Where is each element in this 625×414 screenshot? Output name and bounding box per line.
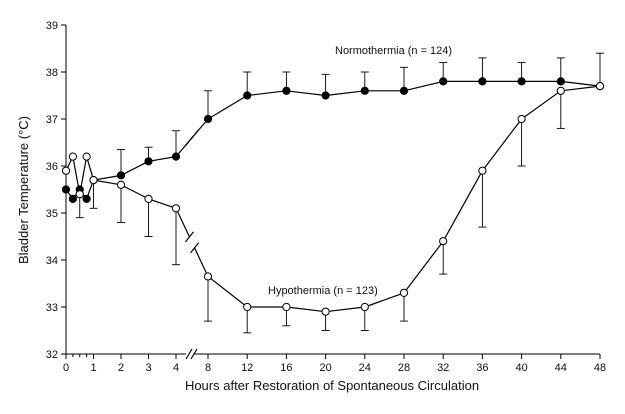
x-tick-label: 32	[437, 362, 449, 374]
hypothermia-line-segment	[207, 275, 248, 308]
hypothermia-data-point	[203, 272, 213, 281]
normothermia-line-segment	[120, 160, 149, 176]
hypothermia-line-segment	[120, 184, 149, 200]
x-tick-label: 8	[205, 362, 211, 374]
hypothermia-data-point	[82, 152, 91, 161]
x-tick-label: 48	[594, 362, 606, 374]
y-tick-label: 35	[46, 208, 58, 220]
hypothermia-data-point	[478, 166, 487, 175]
hypothermia-data-point	[360, 302, 369, 312]
hypothermia-data-point	[171, 204, 181, 213]
series-lines	[65, 80, 601, 313]
x-tick-label: 12	[241, 362, 253, 374]
hypothermia-data-point	[282, 302, 291, 312]
normothermia-data-point	[203, 114, 213, 124]
normothermia-data-point	[282, 86, 291, 95]
x-axis-break-mark	[190, 348, 198, 360]
hypothermia-data-point	[144, 194, 153, 203]
x-tick-label: 44	[555, 362, 567, 374]
normothermia-line-segment	[148, 156, 177, 162]
y-tick-label: 36	[46, 161, 58, 173]
normothermia-line-segment	[286, 90, 326, 97]
hypothermia-line-segment	[325, 306, 365, 313]
x-tick-label: 20	[319, 362, 331, 374]
normothermia-data-point	[61, 185, 71, 194]
hypothermia-data-point	[61, 166, 71, 175]
hypothermia-data-point	[517, 114, 526, 124]
hypothermia-data-point	[321, 307, 330, 316]
y-tick-label: 37	[46, 114, 58, 126]
hypothermia-line-segment	[403, 240, 444, 294]
normothermia-data-point	[144, 157, 153, 166]
hypothermia-break-mark	[190, 242, 200, 254]
hypothermia-line-segment	[364, 292, 405, 308]
error-bars	[75, 52, 604, 334]
x-tick-label: 2	[118, 362, 124, 374]
y-tick-label: 34	[46, 255, 58, 267]
x-tick-label: 24	[359, 362, 371, 374]
x-axis-break-mark	[185, 348, 193, 360]
normothermia-data-point	[399, 86, 409, 95]
normothermia-data-point	[68, 194, 77, 203]
hypothermia-data-point	[595, 82, 605, 91]
hypothermia-data-point	[243, 302, 252, 312]
normothermia-data-point	[517, 77, 526, 86]
hypothermia-data-point	[116, 180, 126, 189]
normothermia-line-segment	[207, 94, 248, 120]
normothermia-data-point	[171, 152, 181, 161]
normothermia-line-segment	[325, 90, 365, 97]
y-tick-label: 33	[46, 302, 58, 314]
hypothermia-line-segment	[286, 306, 326, 313]
y-tick-label: 39	[46, 20, 58, 32]
normothermia-line-segment	[93, 174, 122, 181]
normothermia-data-point	[478, 77, 487, 86]
normothermia-data-point	[321, 91, 330, 100]
hypothermia-break-mark	[184, 231, 194, 243]
data-markers	[61, 77, 605, 316]
x-tick-label: 1	[90, 362, 96, 374]
normothermia-data-point	[439, 77, 448, 86]
y-tick-label: 38	[46, 67, 58, 79]
hypothermia-data-point	[439, 237, 448, 246]
x-tick-label: 4	[173, 362, 179, 374]
y-axis-label: Bladder Temperature (°C)	[16, 116, 31, 264]
x-axis-label: Hours after Restoration of Spontaneous C…	[185, 378, 479, 393]
hypothermia-line-segment	[148, 198, 177, 209]
x-tick-label: 40	[515, 362, 527, 374]
normothermia-data-point	[556, 77, 565, 86]
x-tick-label: 28	[398, 362, 410, 374]
y-tick-label: 32	[46, 349, 58, 361]
hypothermia-line-segment	[521, 90, 562, 120]
normothermia-line-segment	[560, 80, 601, 87]
hypothermia-data-point	[556, 86, 565, 95]
hypothermia-data-point	[399, 288, 409, 297]
x-tick-label: 3	[145, 362, 151, 374]
hypothermia-line-segment	[175, 208, 190, 238]
normothermia-data-point	[243, 91, 252, 100]
hypothermia-line-segment	[560, 85, 601, 92]
normothermia-data-point	[116, 171, 126, 180]
hypothermia-line-segment	[93, 179, 122, 186]
hypothermia-data-point	[68, 152, 77, 161]
hypothermia-line-segment	[442, 170, 483, 242]
x-tick-label: 0	[63, 362, 69, 374]
normothermia-series-label: Normothermia (n = 124)	[335, 45, 452, 57]
hypothermia-data-point	[75, 190, 84, 199]
hypothermia-data-point	[89, 176, 98, 185]
hypothermia-line-segment	[481, 118, 523, 172]
normothermia-data-point	[82, 194, 91, 203]
normothermia-break-mark	[190, 129, 200, 141]
normothermia-line-segment	[403, 80, 444, 92]
hypothermia-line-segment	[194, 247, 209, 277]
x-tick-label: 16	[280, 362, 292, 374]
hypothermia-series-label: Hypothermia (n = 123)	[268, 285, 378, 297]
normothermia-line-segment	[247, 90, 287, 97]
x-tick-label: 36	[476, 362, 488, 374]
normothermia-data-point	[360, 86, 369, 95]
